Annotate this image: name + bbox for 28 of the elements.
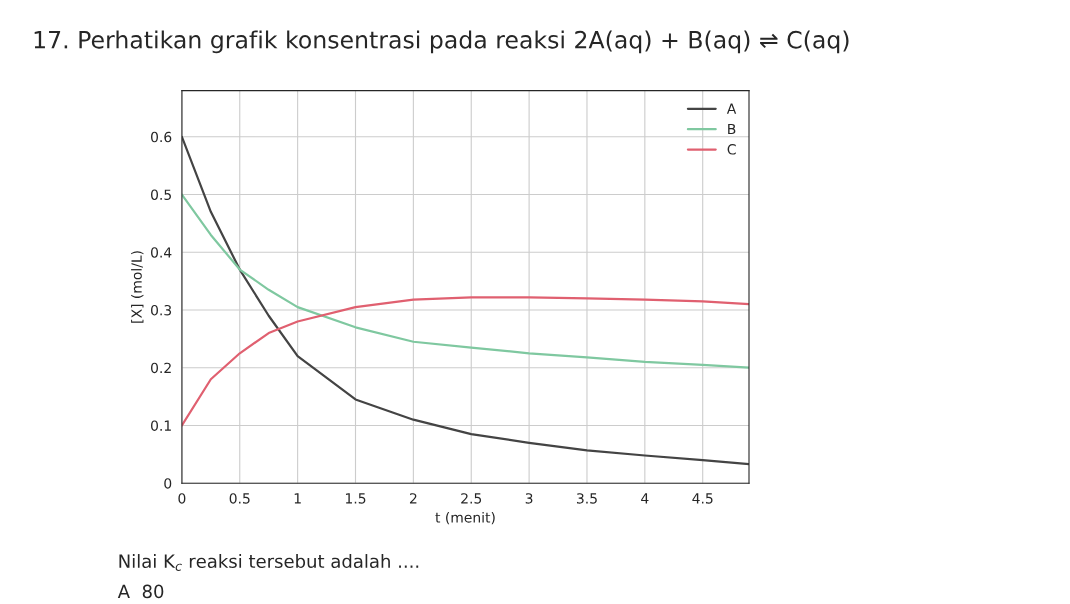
x-tick-label: 0.5 (229, 493, 250, 504)
line-series (181, 296, 749, 427)
legend-label: C (727, 144, 736, 155)
legend-label: B (728, 123, 736, 135)
x-tick-label: 1 (294, 493, 301, 504)
y-tick-label: 0 (164, 478, 172, 489)
legend-label: A (726, 103, 737, 114)
x-tick-label: 4.5 (692, 493, 713, 504)
x-tick-label: 2 (409, 493, 417, 504)
line-series (181, 135, 749, 466)
text: A 80 (117, 584, 164, 599)
x-tick-label: 1.5 (345, 493, 366, 504)
y-tick-label: 0.1 (151, 420, 171, 431)
x-tick-label: 2.5 (461, 493, 482, 504)
y-tick-label: 0.5 (151, 189, 171, 200)
y-tick-label: 0.3 (151, 304, 172, 316)
x-tick-label: 3 (525, 493, 533, 504)
y-tick-label: 0.4 (151, 247, 172, 258)
x-axis-title: t (menit) (435, 511, 495, 525)
x-tick-label: 0 (178, 493, 186, 504)
y-tick-label: 0.2 (151, 362, 171, 374)
y-axis-title: [X] (mol/L) (131, 251, 144, 323)
y-tick-label: 0.6 (151, 131, 172, 143)
line-series (181, 193, 749, 369)
text: Nilai K$_{c}$ reaksi tersebut adalah .... (119, 554, 419, 571)
x-tick-label: 3.5 (576, 493, 597, 504)
chart-title: 17. Perhatikan grafik konsentrasi pada reaksi 2A(aq) + B(aq) ⇌ C(aq) (34, 30, 849, 54)
x-tick-label: 4 (641, 493, 649, 504)
